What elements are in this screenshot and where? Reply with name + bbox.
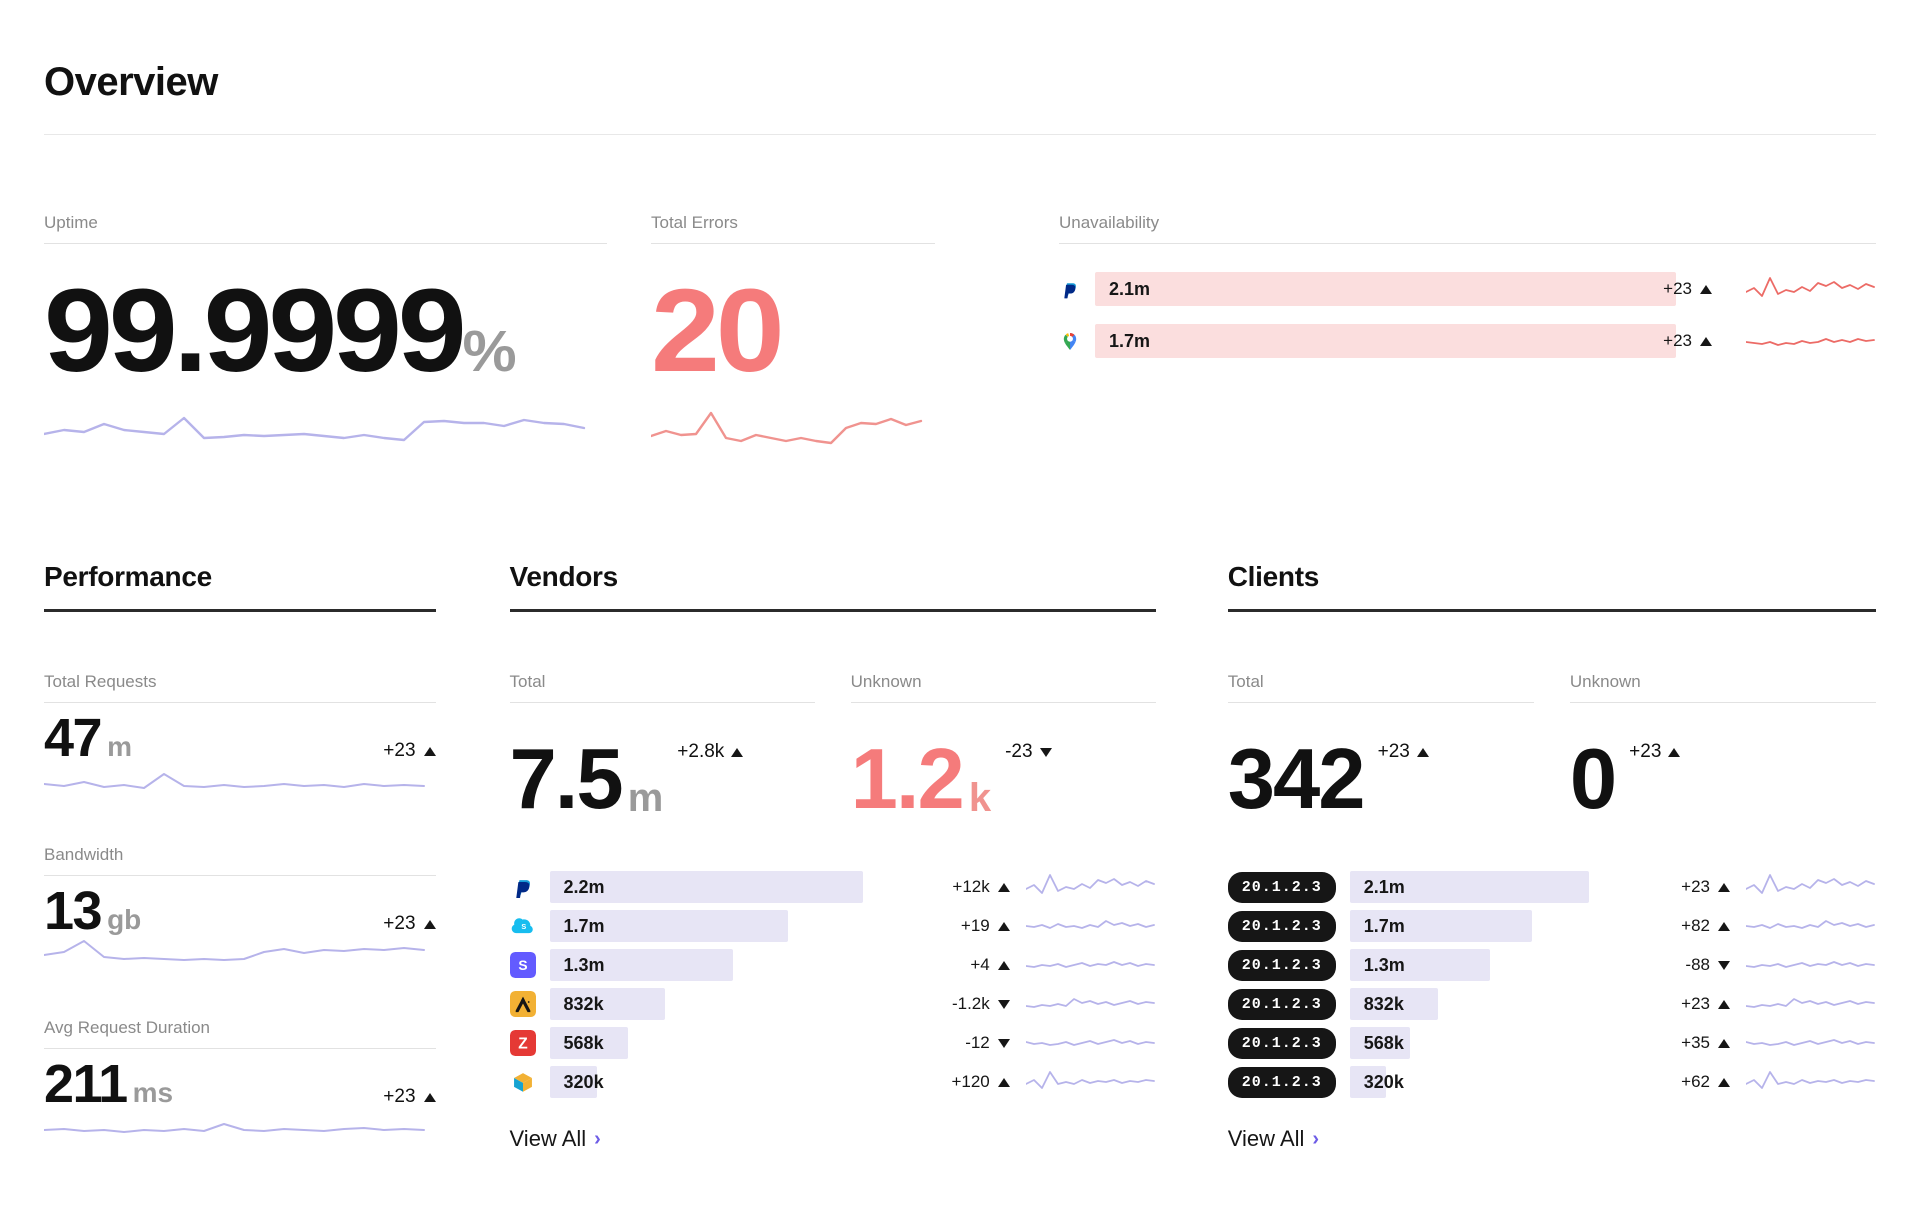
svg-text:Z: Z	[518, 1036, 527, 1053]
svg-text:S: S	[521, 922, 526, 931]
svg-text:S: S	[518, 957, 527, 973]
